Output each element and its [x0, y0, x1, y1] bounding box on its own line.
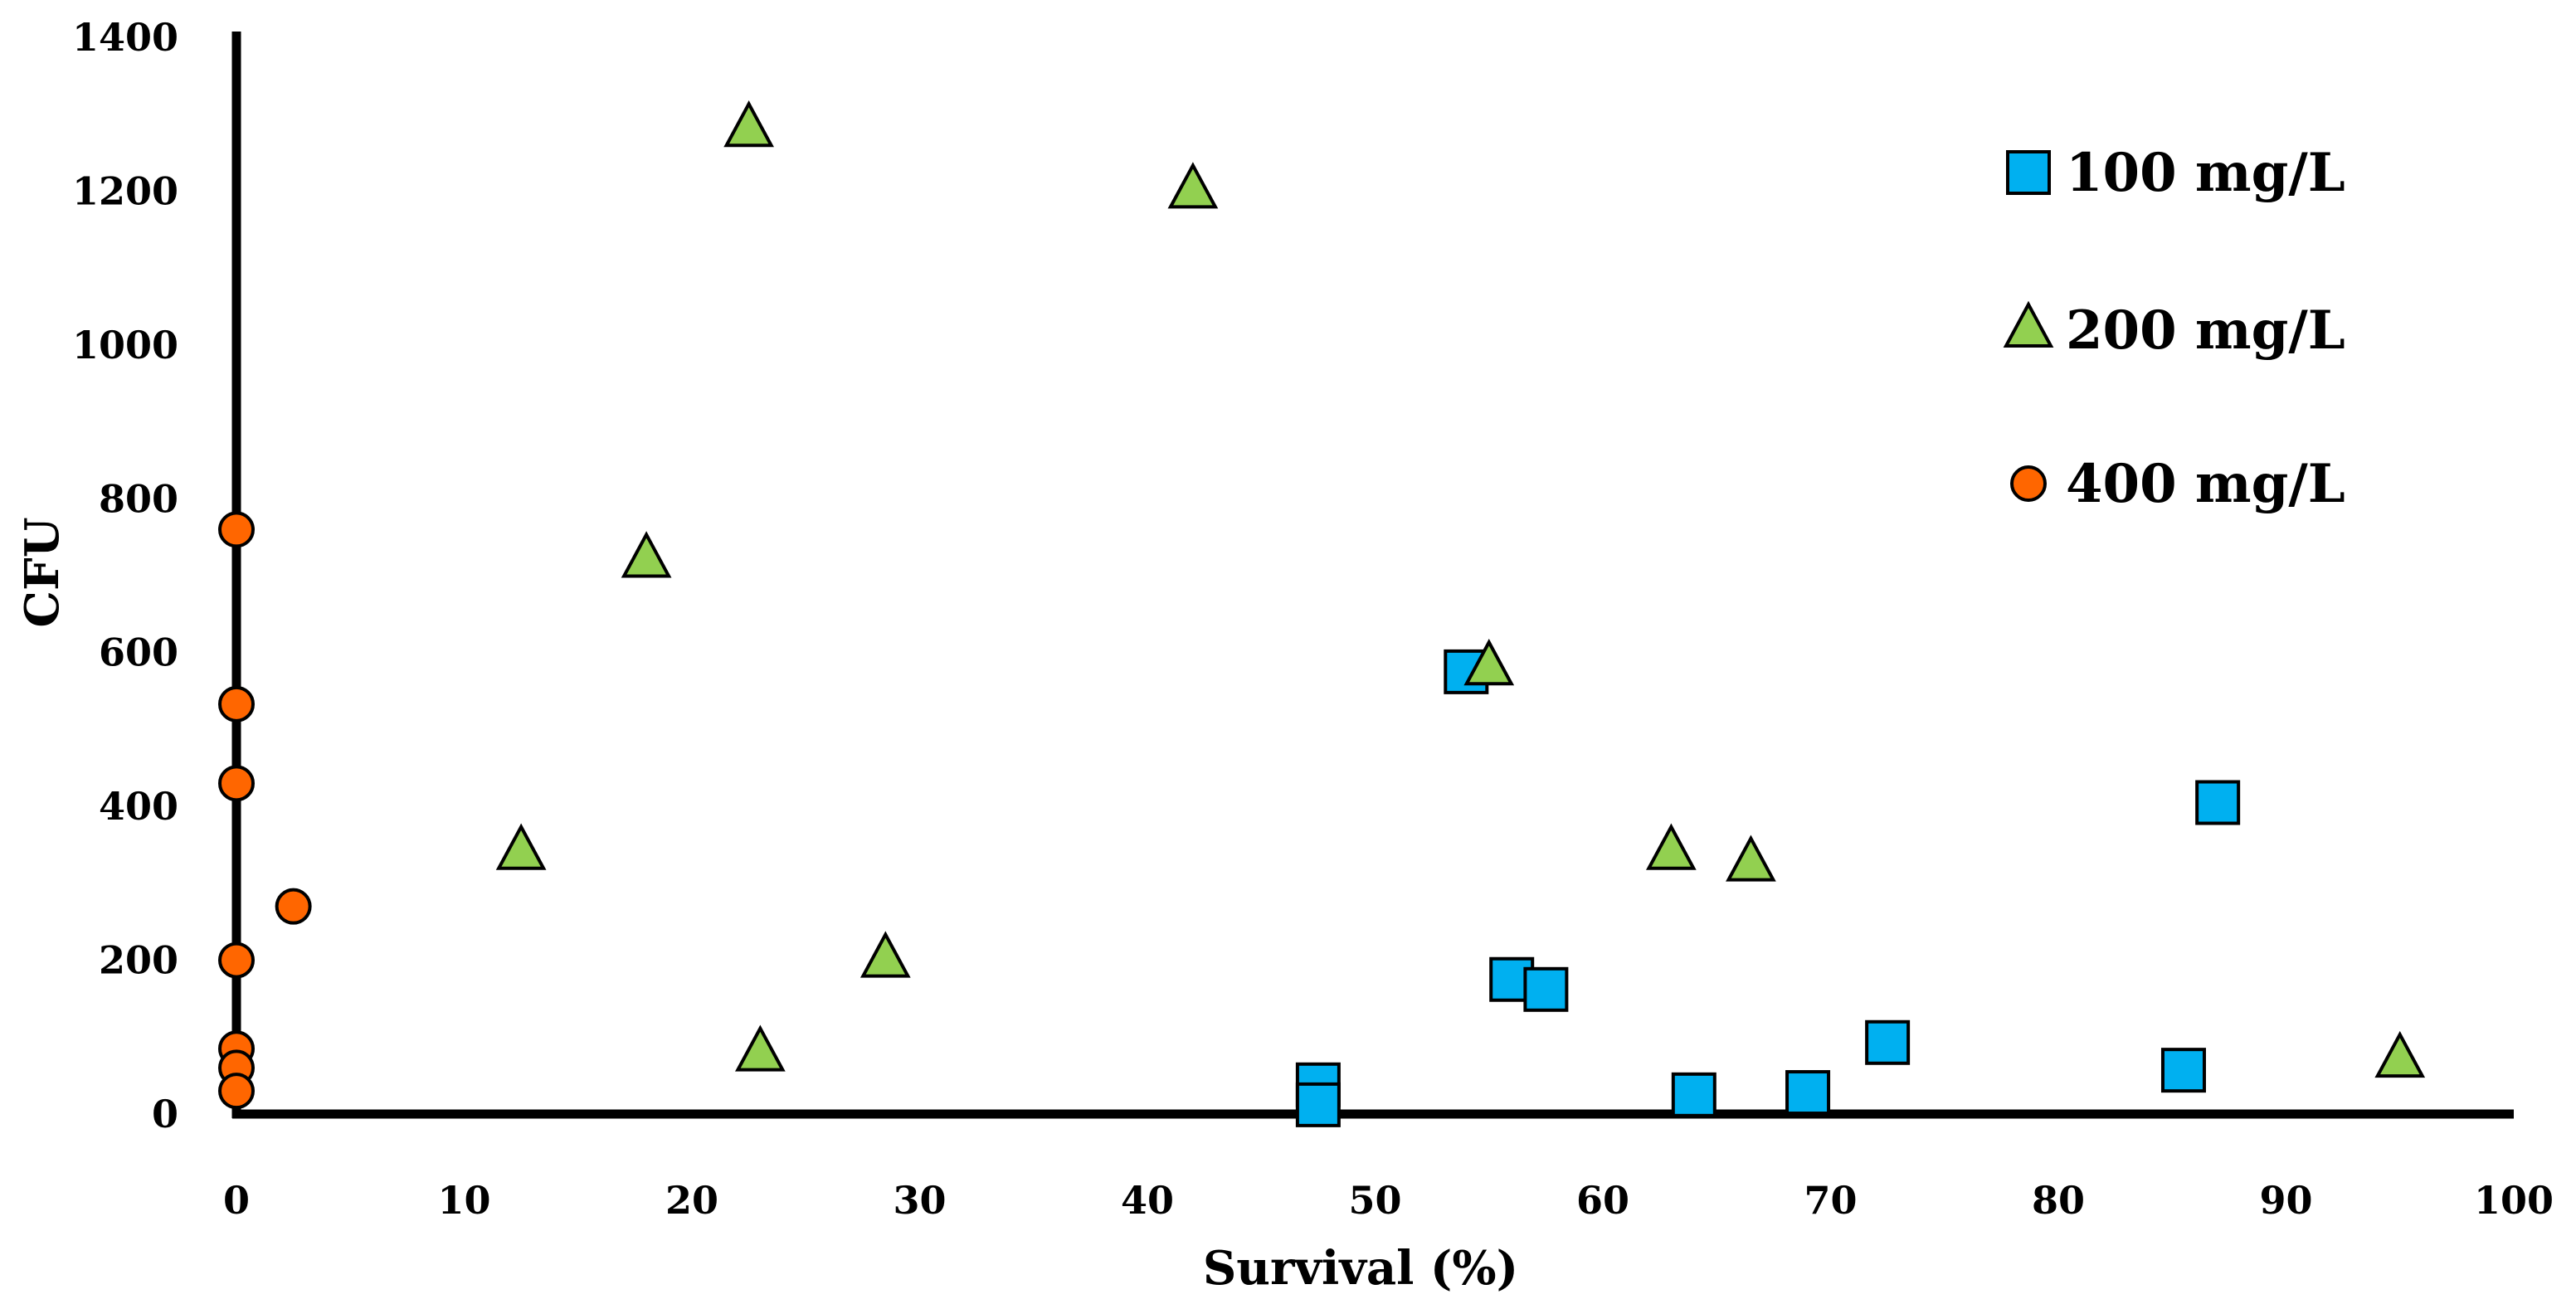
data-point-circle	[218, 765, 255, 802]
y-axis-title: CFU	[15, 517, 70, 627]
y-tick-label: 1200	[72, 168, 178, 213]
data-point-triangle	[723, 100, 774, 148]
legend-item: 400 mg/L	[2010, 453, 2345, 515]
legend-marker-triangle	[2003, 300, 2054, 348]
data-point-triangle	[1645, 823, 1697, 870]
y-tick-label: 200	[99, 938, 178, 983]
y-tick-label: 1400	[72, 15, 178, 60]
data-point-triangle	[495, 823, 547, 870]
series-circle	[218, 511, 312, 1110]
data-point-square	[2195, 780, 2241, 825]
data-point-circle	[218, 685, 255, 723]
data-point-triangle	[2374, 1030, 2426, 1078]
data-point-triangle	[859, 931, 911, 978]
data-point-triangle	[1726, 834, 1776, 882]
y-tick-label: 400	[99, 784, 178, 829]
data-point-circle	[275, 888, 312, 925]
legend-label: 400 mg/L	[2066, 453, 2345, 515]
data-point-circle	[218, 511, 255, 548]
x-axis-title: Survival (%)	[1203, 1241, 1518, 1296]
data-point-triangle	[1167, 162, 1219, 209]
x-tick-label: 10	[437, 1178, 490, 1223]
data-point-triangle	[621, 531, 672, 578]
legend-label: 200 mg/L	[2066, 299, 2345, 362]
data-point-square	[1785, 1070, 1831, 1116]
legend-marker-circle	[2010, 465, 2047, 502]
y-tick-label: 1000	[72, 323, 178, 367]
x-tick-label: 20	[665, 1178, 718, 1223]
x-tick-label: 60	[1576, 1178, 1629, 1223]
legend-item: 100 mg/L	[2006, 142, 2345, 204]
tick-labels: 0 10 20 30 40 50 60 70 80 90 100020040060080010001…	[72, 15, 2554, 1223]
data-point-triangle	[1463, 639, 1515, 686]
y-tick-label: 0	[152, 1092, 178, 1136]
legend: 100 mg/L 200 mg/L 400 mg/L	[2003, 142, 2345, 515]
x-tick-label: 100	[2474, 1178, 2554, 1223]
data-points	[218, 100, 2426, 1127]
x-tick-label: 30	[893, 1178, 946, 1223]
data-point-square	[1295, 1082, 1341, 1127]
series-square	[1295, 649, 2241, 1127]
data-point-circle	[218, 1073, 255, 1110]
data-point-circle	[218, 942, 255, 979]
data-point-square	[1523, 966, 1569, 1012]
x-tick-label: 40	[1121, 1178, 1174, 1223]
x-tick-label: 50	[1348, 1178, 1401, 1223]
y-tick-label: 800	[99, 476, 178, 521]
axes	[231, 32, 2514, 1119]
data-point-square	[1865, 1019, 1911, 1065]
legend-item: 200 mg/L	[2003, 299, 2345, 362]
x-tick-label: 80	[2032, 1178, 2085, 1223]
series-triangle	[495, 100, 2426, 1078]
x-tick-label: 70	[1804, 1178, 1857, 1223]
legend-marker-square	[2006, 150, 2051, 195]
data-point-square	[1671, 1072, 1717, 1117]
x-tick-label: 0	[223, 1178, 250, 1223]
data-point-triangle	[734, 1024, 786, 1072]
x-tick-label: 90	[2259, 1178, 2312, 1223]
y-tick-label: 600	[99, 630, 178, 675]
data-point-square	[2160, 1048, 2206, 1093]
legend-label: 100 mg/L	[2066, 142, 2345, 204]
